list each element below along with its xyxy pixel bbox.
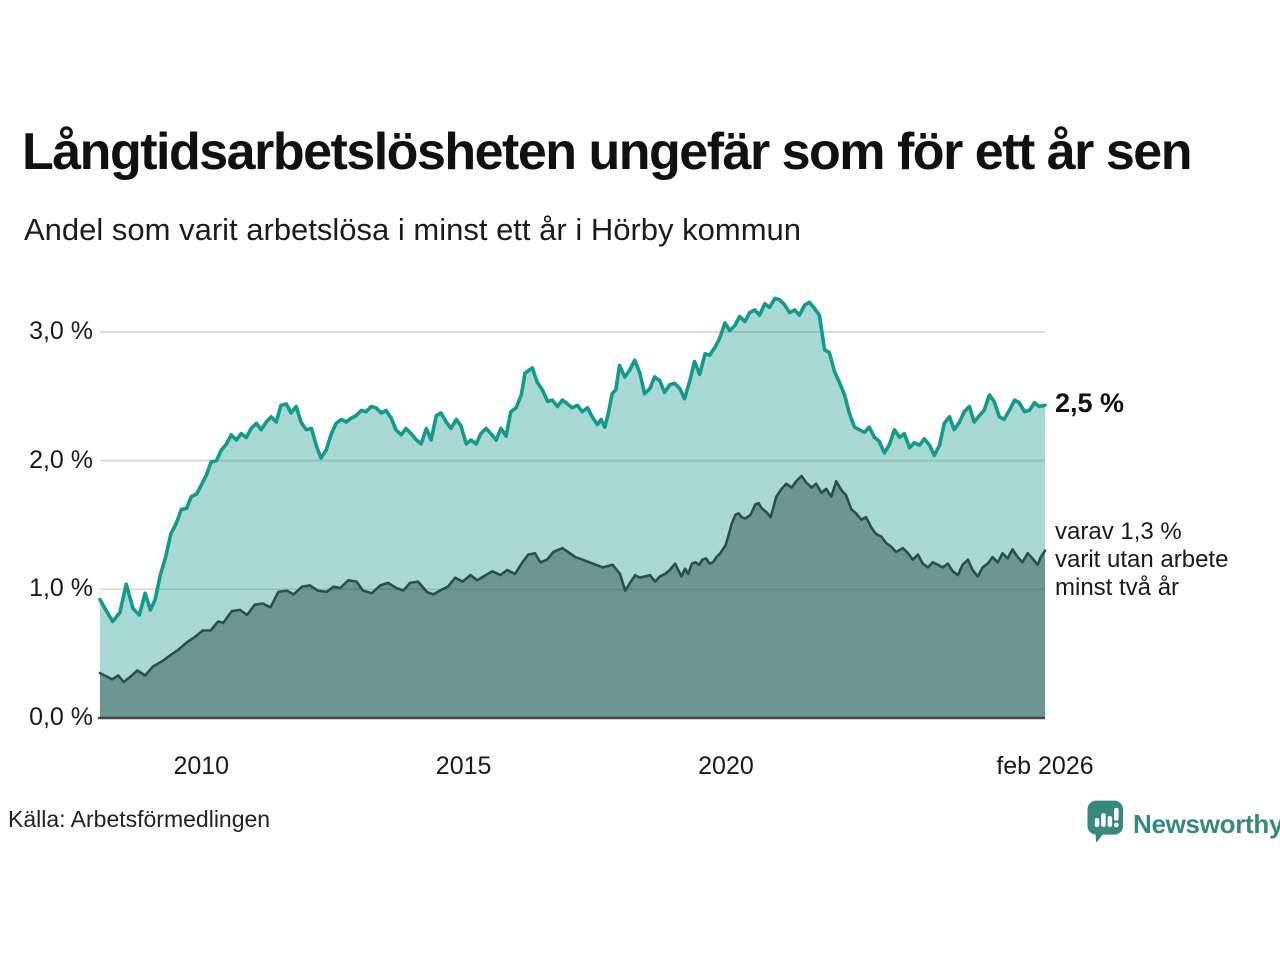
annotation-line-1: varav 1,3 % (1055, 517, 1182, 545)
y-tick-2: 2,0 % (29, 445, 93, 474)
page-subtitle: Andel som varit arbetslösa i minst ett å… (24, 212, 801, 247)
newsworthy-logo-icon (1087, 800, 1124, 849)
y-tick-3: 3,0 % (29, 316, 93, 345)
page-title: Långtidsarbetslösheten ungefär som för e… (22, 123, 1192, 181)
x-tick-2010: 2010 (173, 752, 230, 780)
x-tick-2020: 2020 (698, 752, 754, 780)
annotation-line-3: minst två år (1055, 573, 1180, 601)
y-tick-1: 1,0 % (29, 574, 93, 603)
x-tick-feb-2026: feb 2026 (996, 752, 1094, 780)
y-tick-0: 0,0 % (29, 703, 93, 731)
newsworthy-wordmark: Newsworthy (1133, 809, 1280, 839)
annotation-line-2: varit utan arbete (1055, 545, 1229, 573)
x-tick-2015: 2015 (435, 752, 492, 780)
series-end-label-total: 2,5 % (1055, 388, 1125, 419)
series-end-label-two-years: varav 1,3 % varit utan arbete minst två … (1055, 518, 1228, 602)
source-attribution: Källa: Arbetsförmedlingen (8, 806, 271, 832)
newsworthy-brand: Newsworthy (1087, 800, 1280, 849)
